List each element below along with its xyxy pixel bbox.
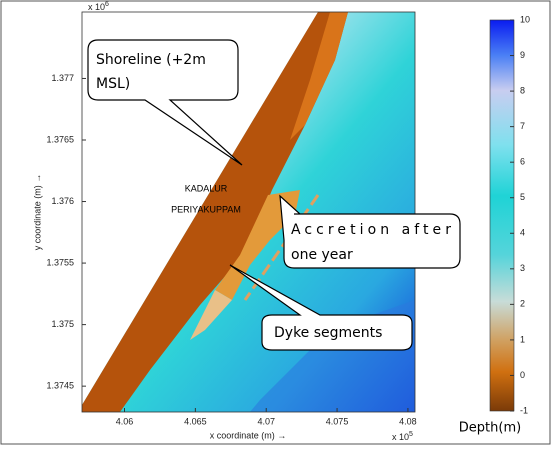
y-multiplier: x 10: [88, 2, 105, 12]
y-tick-label: 1.376: [51, 196, 74, 206]
colorbar-tick-label: 7: [520, 121, 525, 131]
colorbar-tick-label: 8: [520, 85, 525, 95]
colorbar-tick-label: -1: [520, 405, 528, 415]
colorbar-tick-label: 6: [520, 157, 525, 167]
colorbar-tick-label: 5: [520, 192, 525, 202]
x-tick-label: 4.06: [116, 416, 134, 426]
colorbar-tick-label: 9: [520, 50, 525, 60]
y-tick-label: 1.3745: [46, 381, 74, 391]
callout-text: one year: [291, 247, 353, 263]
y-tick-label: 1.377: [51, 73, 74, 83]
place-label: KADALUR: [185, 183, 228, 193]
x-axis-label: x coordinate (m) →: [210, 430, 287, 440]
y-tick-label: 1.375: [51, 319, 74, 329]
y-axis-label: y coordinate (m) →: [32, 174, 42, 251]
colorbar-label: Depth(m): [459, 421, 521, 436]
figure: x 106 x 105 x coordinate (m) → y coordin…: [0, 0, 551, 445]
x-tick-label: 4.07: [257, 416, 275, 426]
colorbar-tick-label: 4: [520, 228, 525, 238]
x-tick-label: 4.065: [184, 416, 207, 426]
place-label: PERIYAKUPPAM: [171, 204, 241, 214]
x-exponent-power: 5: [409, 431, 413, 438]
callout-text: MSL): [96, 76, 130, 92]
callout-text: Dyke segments: [274, 325, 382, 341]
colorbar-tick-label: 1: [520, 334, 525, 344]
y-exponent-power: 6: [105, 1, 109, 8]
y-tick-label: 1.3765: [46, 134, 74, 144]
x-tick-label: 4.08: [399, 416, 417, 426]
colorbar: [490, 20, 514, 411]
x-multiplier: x 10: [392, 432, 409, 442]
callout-text: Shoreline (+2m: [96, 52, 206, 68]
colorbar-tick-label: 10: [520, 14, 530, 24]
x-tick-label: 4.075: [326, 416, 349, 426]
y-tick-label: 1.3755: [46, 257, 74, 267]
colorbar-tick-label: 2: [520, 299, 525, 309]
colorbar-tick-label: 0: [520, 370, 525, 380]
colorbar-tick-label: 3: [520, 263, 525, 273]
